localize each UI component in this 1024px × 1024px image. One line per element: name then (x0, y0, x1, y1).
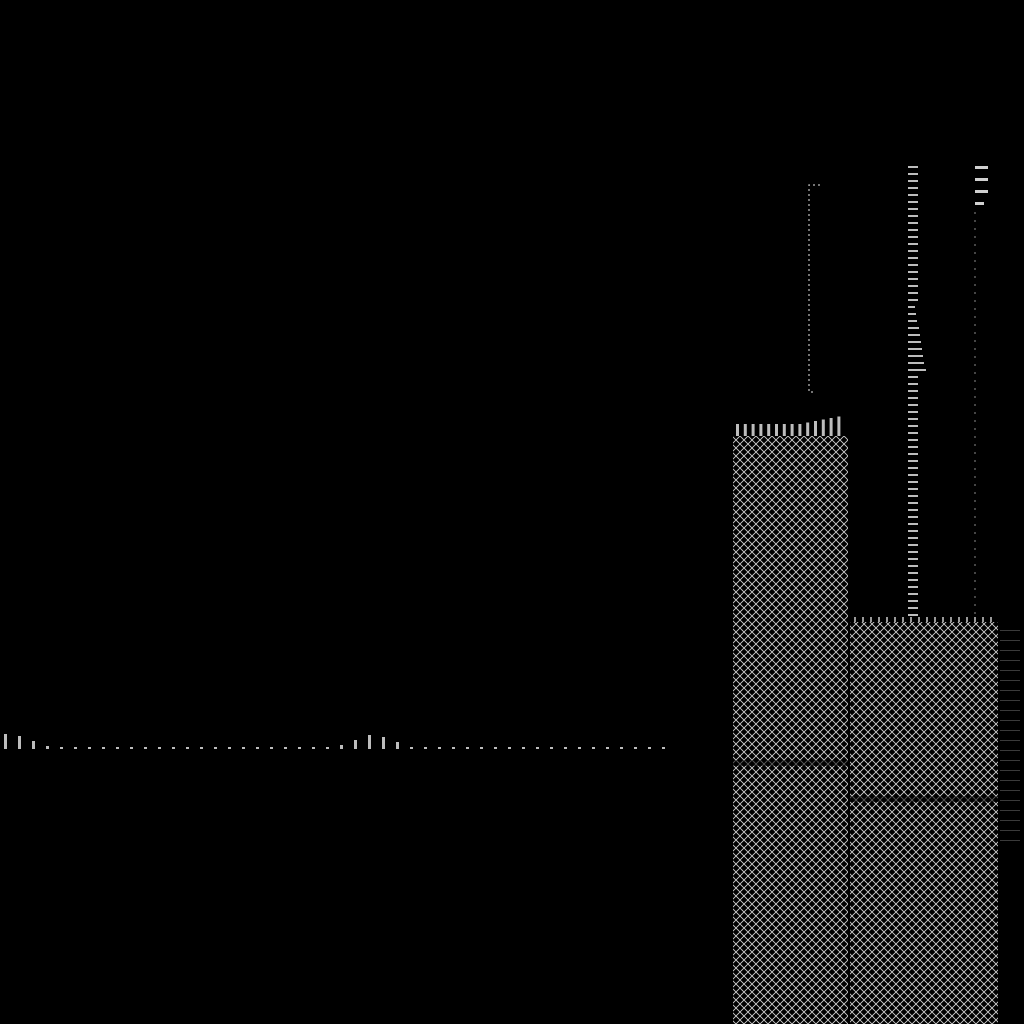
left-crosshatch-panel (733, 436, 848, 1024)
right-crosshatch-panel (850, 622, 998, 1024)
right-panel-top-ticks (854, 617, 992, 622)
panel-bands (733, 760, 998, 802)
left-panel-tick-cap (736, 416, 841, 436)
tick-baseline (4, 734, 665, 749)
hook-outline (808, 184, 820, 393)
right-panel-edge-ticks (1000, 630, 1020, 841)
stacked-tick-column (908, 166, 926, 616)
top-right-bars (975, 166, 988, 205)
